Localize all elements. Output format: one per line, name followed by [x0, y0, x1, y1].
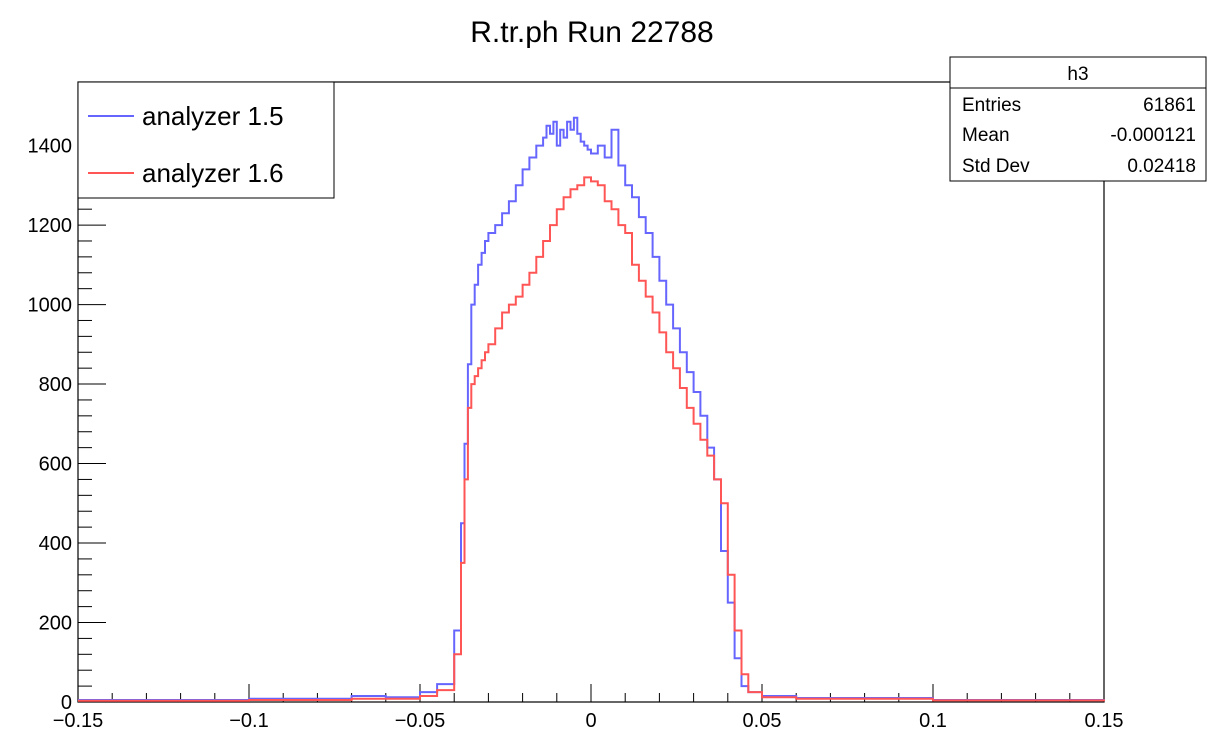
stats-box-name: h3 [1067, 64, 1088, 85]
y-tick-label: 1200 [28, 215, 73, 237]
stats-entries-value: 61861 [1143, 95, 1196, 116]
stats-mean-label: Mean [962, 125, 1010, 146]
y-tick-label: 1400 [28, 136, 73, 158]
stats-box: h3 Entries 61861 Mean -0.000121 Std Dev … [949, 56, 1207, 182]
legend-label-analyzer-1-5: analyzer 1.5 [142, 101, 284, 131]
y-tick-label: 800 [39, 374, 72, 396]
legend-label-analyzer-1-6: analyzer 1.6 [142, 158, 284, 188]
stats-box-frame [949, 56, 1207, 182]
stats-entries-label: Entries [962, 95, 1021, 116]
x-tick-label: 0.15 [1085, 710, 1124, 732]
stats-stddev-value: 0.02418 [1127, 156, 1196, 177]
stats-mean-value: -0.000121 [1110, 125, 1196, 146]
chart-title: R.tr.ph Run 22788 [470, 16, 714, 49]
x-tick-label: 0 [585, 710, 596, 732]
series-line-analyzer-1-6 [78, 176, 1105, 702]
y-tick-label: 400 [39, 533, 72, 555]
y-tick-label: 600 [39, 454, 72, 476]
legend: analyzer 1.5 analyzer 1.6 [77, 81, 335, 199]
y-tick-label: 0 [61, 692, 72, 714]
y-tick-label: 1000 [28, 295, 73, 317]
x-tick-label: 0.1 [919, 710, 947, 732]
x-tick-label: 0.05 [743, 710, 782, 732]
series-line-analyzer-1-5 [78, 116, 1105, 701]
y-axis: 0 200 400 600 800 1000 1200 1400 [28, 81, 106, 714]
x-tick-label: −0.1 [229, 710, 268, 732]
y-tick-label: 200 [39, 613, 72, 635]
x-tick-label: −0.15 [53, 710, 104, 732]
legend-box [77, 81, 335, 199]
x-tick-label: −0.05 [395, 710, 446, 732]
stats-stddev-label: Std Dev [962, 156, 1030, 177]
series-layer [78, 116, 1105, 702]
